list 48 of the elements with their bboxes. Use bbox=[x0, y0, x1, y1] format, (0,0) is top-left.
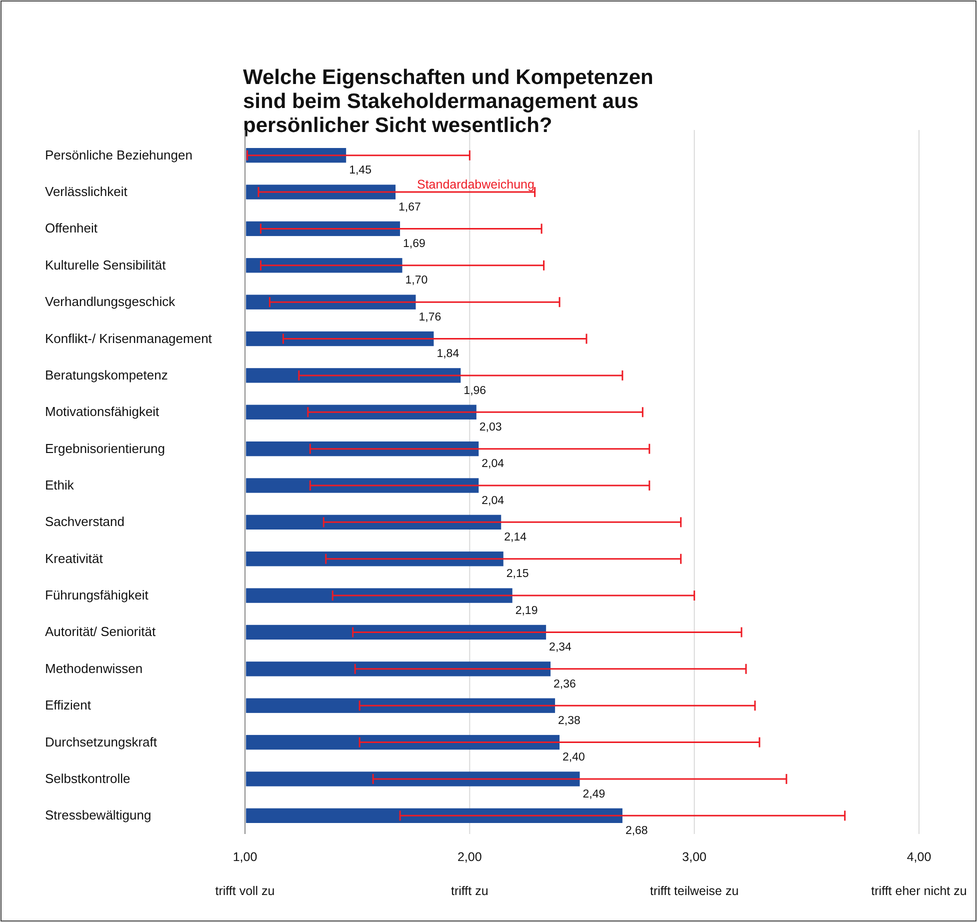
data-label: 2,04 bbox=[482, 458, 505, 470]
x-tick-label: 1,00 bbox=[232, 850, 258, 864]
data-label: 2,04 bbox=[482, 494, 505, 507]
y-tick-label: Führungsfähigkeit bbox=[45, 588, 149, 603]
data-label: 2,15 bbox=[506, 568, 529, 580]
y-tick-label: Motivationsfähigkeit bbox=[45, 404, 160, 420]
data-label: 2,36 bbox=[554, 678, 576, 690]
annotation: Standardabweichung bbox=[417, 178, 534, 192]
data-label: 2,68 bbox=[625, 824, 648, 837]
data-label: 1,67 bbox=[398, 201, 421, 214]
y-tick-label: Verlässlichkeit bbox=[45, 184, 128, 200]
y-tick-label: Stressbewältigung bbox=[45, 808, 152, 823]
data-label: 2,14 bbox=[504, 532, 528, 544]
text: trifft teilweise zu bbox=[650, 884, 739, 898]
y-tick-label: Kulturelle Sensibilität bbox=[45, 257, 166, 272]
y-tick-label: Offenheit bbox=[45, 220, 98, 236]
data-label: 2,34 bbox=[549, 642, 572, 654]
y-tick-label: Durchsetzungskraft bbox=[45, 734, 158, 750]
y-tick-label: Autorität/ Seniorität bbox=[45, 624, 156, 640]
y-tick-label: Methodenwissen bbox=[45, 660, 143, 676]
y-tick-label: Kreativität bbox=[45, 550, 104, 566]
text: trifft voll zu bbox=[215, 884, 275, 898]
y-tick-label: Konflikt-/ Krisenmanagement bbox=[45, 330, 212, 346]
chart-title: Welche Eigenschaften und Kompetenzen sind beim Stakeholdermanagement aus persönlicher Sicht wesentlich? bbox=[243, 66, 654, 137]
data-label: 1,69 bbox=[403, 238, 426, 250]
y-tick-label: Ergebnisorientierung bbox=[45, 440, 165, 456]
data-label: 1,70 bbox=[405, 274, 428, 287]
data-label: 2,49 bbox=[582, 788, 606, 800]
text: trifft zu bbox=[451, 884, 488, 898]
x-tick-label: 2,00 bbox=[457, 850, 482, 864]
data-label: 2,40 bbox=[562, 752, 585, 764]
y-tick-label: Effizient bbox=[45, 698, 92, 713]
y-tick-label: Ethik bbox=[45, 478, 74, 492]
y-tick-label: Beratungskompetenz bbox=[45, 367, 168, 382]
data-label: 2,19 bbox=[515, 604, 538, 617]
y-tick-label: Persönliche Beziehungen bbox=[45, 147, 192, 162]
text: trifft eher nicht zu bbox=[871, 884, 967, 898]
data-label: 1,96 bbox=[464, 384, 486, 397]
data-label: 2,38 bbox=[558, 714, 580, 727]
data-label: 1,84 bbox=[436, 348, 460, 360]
data-label: 1,76 bbox=[418, 311, 442, 324]
x-tick-label: 4,00 bbox=[906, 850, 932, 864]
x-tick-label: 3,00 bbox=[682, 850, 707, 864]
y-tick-label: Selbstkontrolle bbox=[45, 770, 130, 786]
data-label: 1,45 bbox=[349, 164, 372, 177]
y-tick-label: Sachverstand bbox=[45, 514, 124, 530]
y-tick-label: Verhandlungsgeschick bbox=[45, 294, 176, 310]
data-label: 2,03 bbox=[479, 421, 502, 434]
